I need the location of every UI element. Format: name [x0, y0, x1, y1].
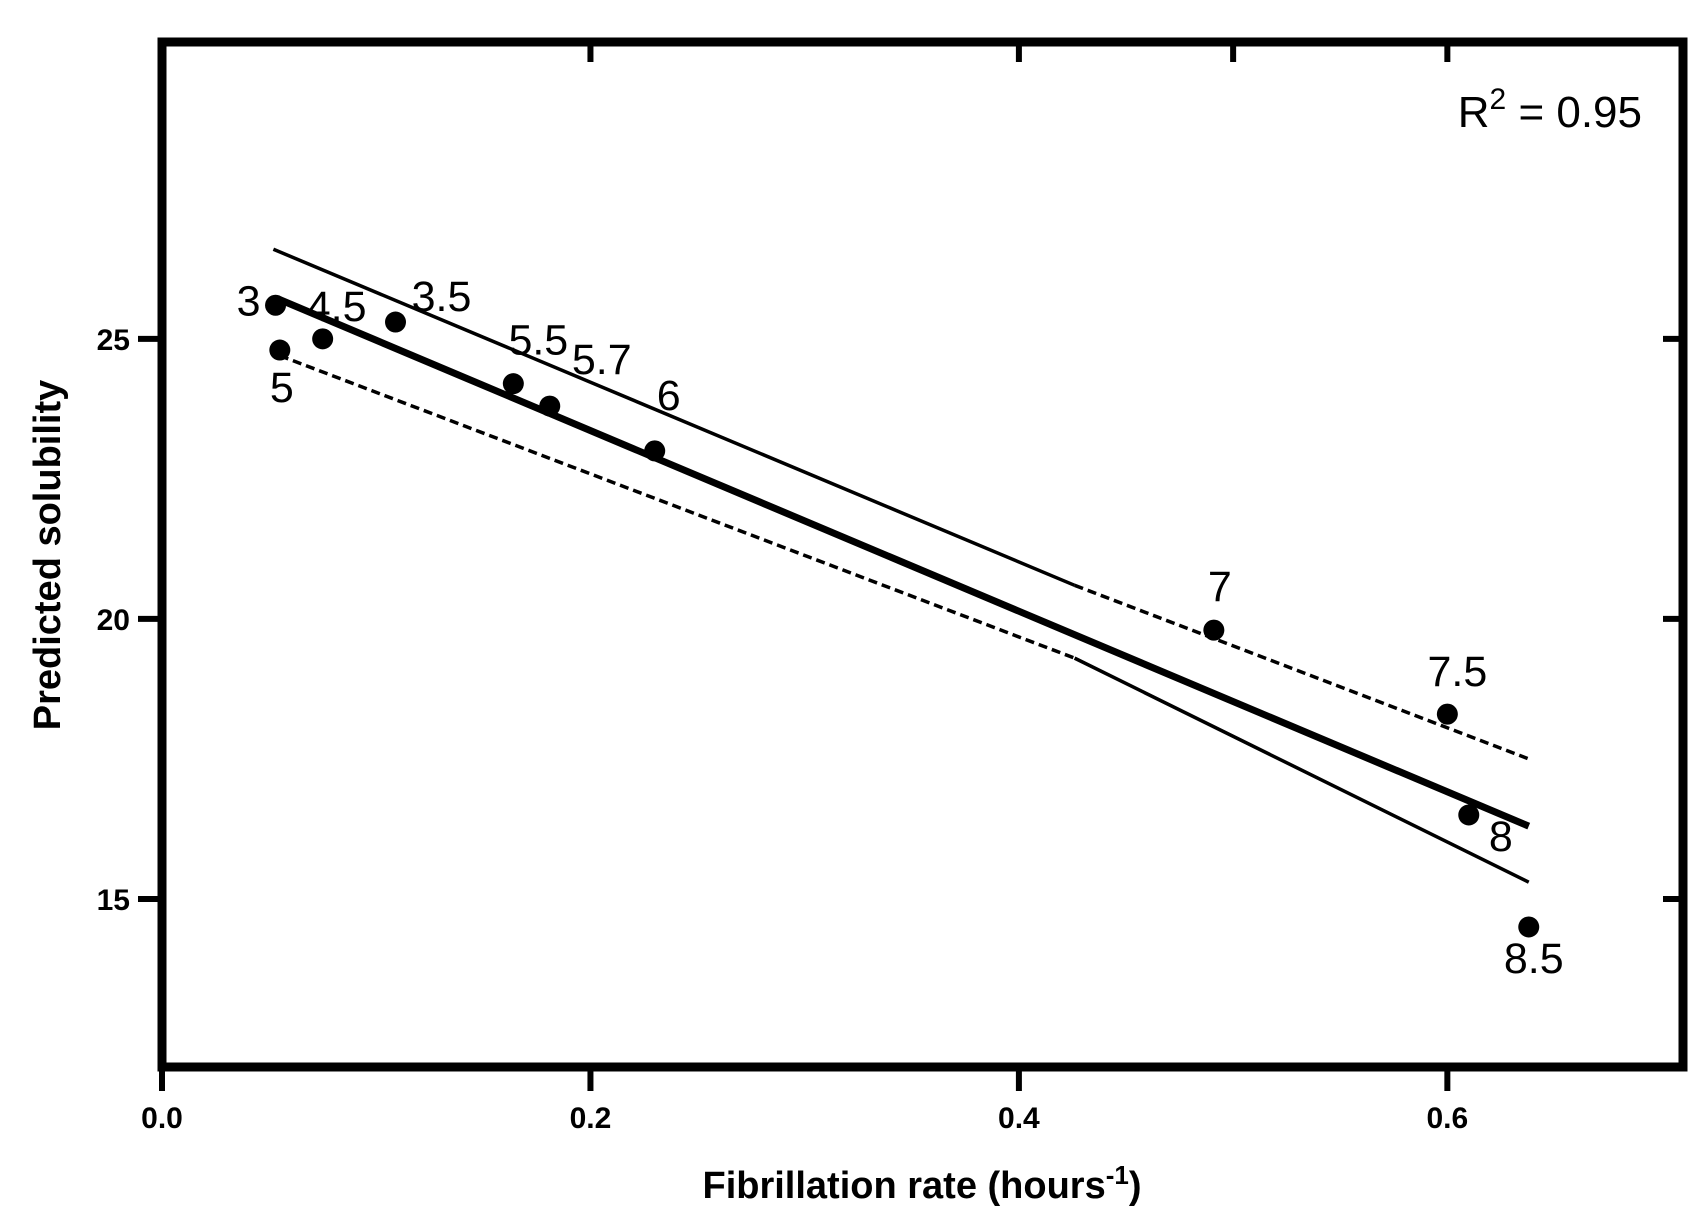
data-point: [312, 328, 334, 350]
y-axis-title: Predicted solubility: [27, 380, 69, 731]
lower-band-dashed: [279, 354, 1076, 660]
data-point: [539, 395, 561, 417]
point-label: 7.5: [1427, 648, 1487, 696]
y-tick-label: 20: [97, 604, 130, 637]
point-label: 5: [270, 364, 294, 412]
point-label: 7: [1208, 563, 1232, 611]
point-label: 5.7: [572, 336, 632, 384]
y-tick-label: 25: [97, 324, 130, 357]
point-label: 5.5: [508, 317, 568, 365]
x-axis-title: Fibrillation rate (hours-1): [702, 1160, 1141, 1207]
plot-frame: [157, 37, 1688, 1072]
upper-band-dashed: [1073, 583, 1530, 761]
data-point: [502, 373, 524, 395]
ticks-layer: 0.0 0.2 0.4 0.6 15 20 25: [97, 38, 1687, 1135]
point-label: 4.5: [307, 283, 367, 331]
y-tick-label: 15: [97, 884, 130, 917]
data-point: [644, 440, 666, 462]
x-tick-label: 0.2: [570, 1102, 612, 1135]
point-label: 6: [657, 372, 681, 420]
data-point: [1436, 703, 1458, 725]
data-point: [265, 294, 287, 316]
point-label: 8.5: [1504, 935, 1564, 983]
x-tick-label: 0.4: [998, 1102, 1040, 1135]
data-point: [1458, 804, 1480, 826]
x-tick-label: 0.6: [1426, 1102, 1468, 1135]
point-label: 3: [237, 277, 261, 325]
data-point: [1203, 619, 1225, 641]
points-layer: [265, 294, 1540, 938]
data-point: [269, 339, 291, 361]
upper-band-solid: [272, 247, 1076, 587]
data-point: [385, 311, 407, 333]
labels-layer: 35 4.5 3.5 5.5 5.7 6 7 7.5 8 8.5: [237, 273, 1564, 983]
regression-line: [278, 296, 1531, 830]
lines-layer: [272, 247, 1531, 884]
r-squared-annotation: R2 = 0.95: [1458, 83, 1642, 137]
point-label: 3.5: [412, 273, 472, 321]
x-tick-label: 0.0: [141, 1102, 183, 1135]
point-label: 8: [1489, 813, 1513, 861]
lower-band-solid: [1073, 656, 1530, 884]
data-point: [1518, 916, 1540, 938]
